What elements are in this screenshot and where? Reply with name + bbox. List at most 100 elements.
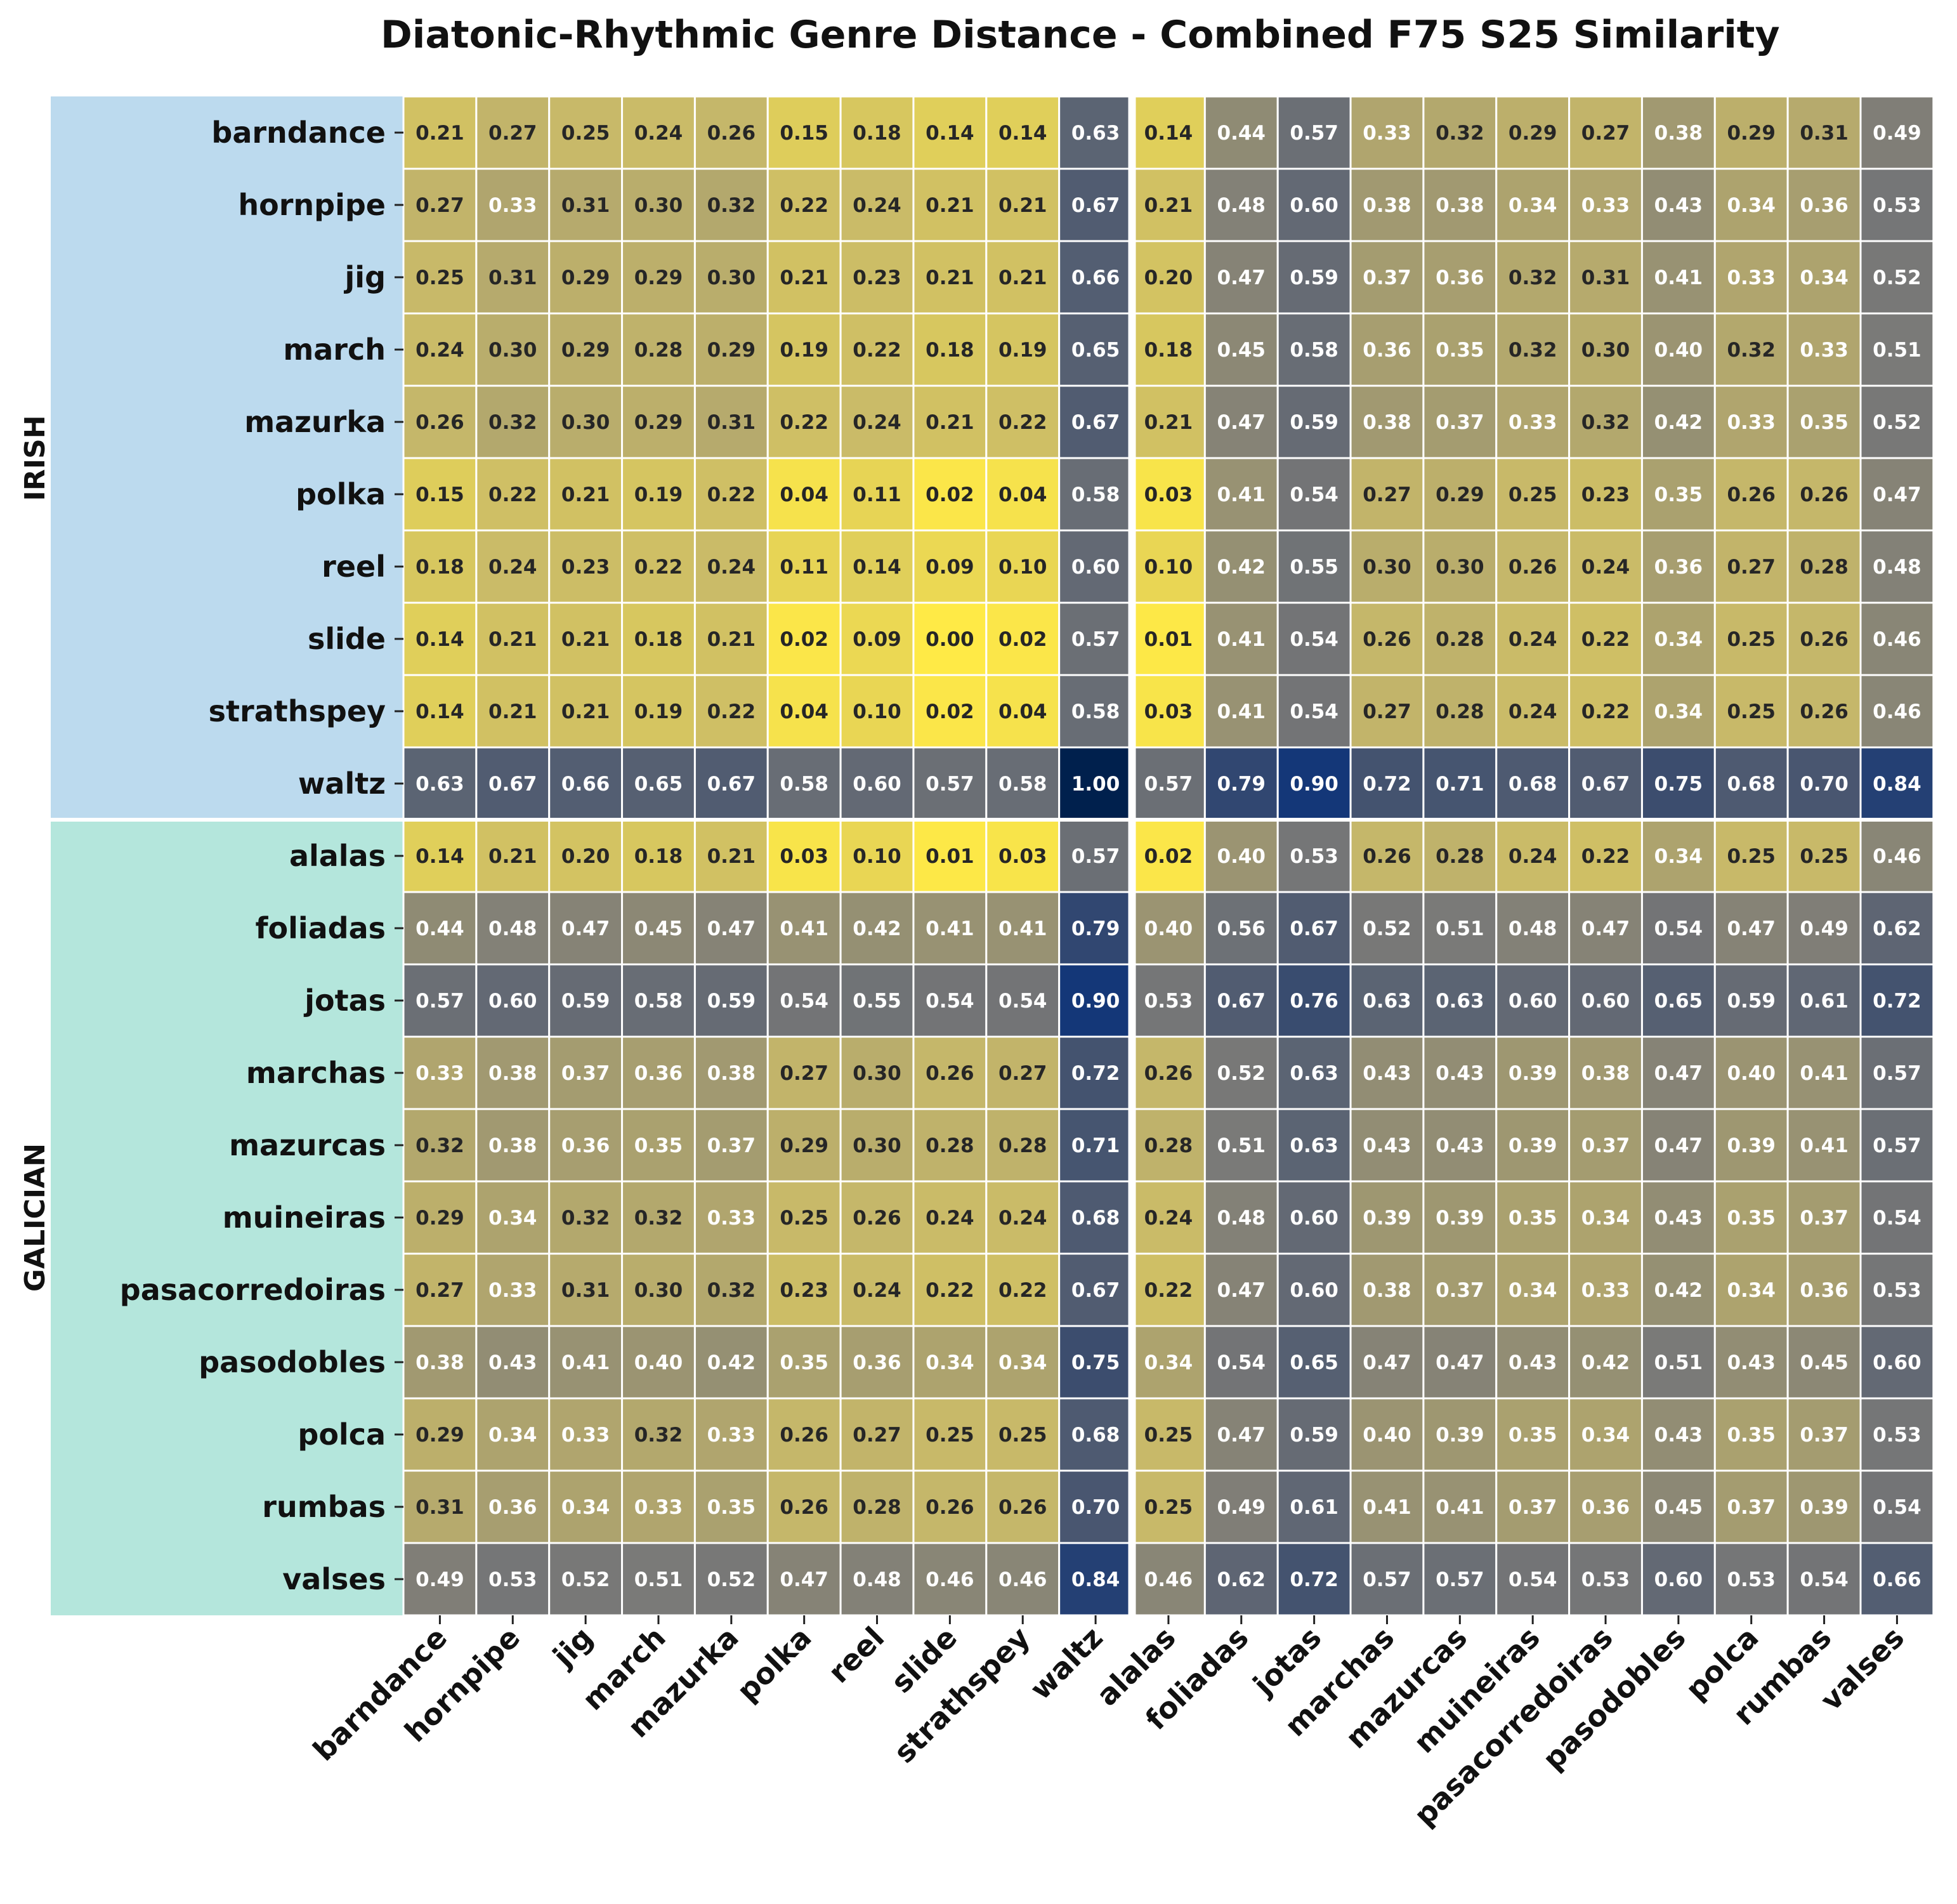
cell-value-label: 0.53 [1873, 1279, 1921, 1302]
cell-value-label: 0.67 [488, 773, 537, 796]
cell-value-label: 0.53 [1290, 845, 1338, 868]
heatmap-cell [621, 240, 696, 315]
cell-value-label: 0.26 [1800, 700, 1849, 723]
heatmap-cell [548, 457, 624, 532]
heatmap-cell [1859, 601, 1935, 676]
heatmap-cell [1276, 1035, 1352, 1110]
cell-value-label: 0.39 [1509, 1134, 1557, 1157]
heatmap-cell [1859, 1035, 1935, 1110]
heatmap-cell [1859, 1397, 1935, 1472]
cell-value-label: 0.63 [1436, 990, 1484, 1013]
cell-value-label: 0.54 [1290, 700, 1338, 723]
y-tick-label: alalas [289, 839, 386, 873]
heatmap-cell [1131, 1469, 1206, 1544]
y-tick-label: jig [344, 260, 386, 294]
cell-value-label: 0.40 [1217, 845, 1266, 868]
heatmap-cell [475, 674, 551, 749]
cell-value-label: 0.14 [416, 700, 464, 723]
heatmap-cell [1568, 891, 1643, 966]
cell-value-label: 0.47 [1363, 1351, 1411, 1374]
cell-value-label: 0.21 [707, 628, 756, 651]
cell-value-label: 0.36 [1800, 194, 1849, 217]
cell-value-label: 0.40 [634, 1351, 683, 1374]
cell-value-label: 0.03 [1144, 700, 1193, 723]
cell-value-label: 0.40 [1727, 1062, 1776, 1085]
heatmap-cell [1786, 384, 1862, 459]
cell-value-label: 0.35 [1727, 1424, 1776, 1447]
cell-value-label: 0.15 [780, 122, 828, 145]
heatmap-cell [402, 601, 478, 676]
heatmap-cell [1568, 963, 1643, 1038]
cell-value-label: 0.34 [488, 1424, 537, 1447]
cell-value-label: 0.30 [1363, 556, 1411, 579]
cell-value-label: 0.02 [926, 700, 974, 723]
heatmap-cell [621, 167, 696, 242]
cell-value-label: 0.21 [926, 411, 974, 434]
heatmap-cell [1422, 1180, 1498, 1255]
heatmap-cell [1859, 384, 1935, 459]
cell-value-label: 0.29 [416, 1207, 464, 1230]
cell-value-label: 0.21 [1144, 411, 1193, 434]
y-tick-label: jotas [303, 983, 386, 1018]
cell-value-label: 0.25 [561, 122, 610, 145]
heatmap-cell [693, 818, 769, 893]
heatmap-cell [1203, 312, 1279, 387]
heatmap-cell [1349, 1035, 1425, 1110]
cell-value-label: 0.26 [1800, 628, 1849, 651]
heatmap-cell [402, 312, 478, 387]
heatmap-cell [1713, 601, 1789, 676]
heatmap-cell [912, 1325, 988, 1400]
heatmap-cell [985, 818, 1061, 893]
heatmap-cell [1859, 312, 1935, 387]
cell-value-label: 0.28 [998, 1134, 1047, 1157]
y-tick-label: march [283, 332, 386, 367]
cell-value-label: 0.68 [1071, 1207, 1120, 1230]
heatmap-cell [1131, 240, 1206, 315]
cell-value-label: 0.18 [634, 845, 683, 868]
cell-value-label: 0.35 [780, 1351, 828, 1374]
cell-value-label: 0.21 [488, 628, 537, 651]
cell-value-label: 0.25 [780, 1207, 828, 1230]
cell-value-label: 0.49 [1217, 1496, 1266, 1519]
heatmap-cell [1495, 818, 1571, 893]
heatmap-cell [1131, 674, 1206, 749]
cell-value-label: 0.57 [926, 773, 974, 796]
heatmap-cell [1349, 529, 1425, 604]
cell-value-label: 0.65 [1071, 339, 1120, 362]
heatmap-cell [1568, 746, 1643, 821]
cell-value-label: 0.67 [707, 773, 756, 796]
cell-value-label: 0.37 [707, 1134, 756, 1157]
cell-value-label: 0.27 [416, 194, 464, 217]
heatmap-cell [766, 1180, 842, 1255]
heatmap-cell [475, 1180, 551, 1255]
heatmap-cell [1786, 746, 1862, 821]
cell-value-label: 0.60 [1290, 1207, 1338, 1230]
cell-value-label: 0.27 [998, 1062, 1047, 1085]
cell-value-label: 0.38 [1436, 194, 1484, 217]
cell-value-label: 0.29 [1727, 122, 1776, 145]
cell-value-label: 0.25 [1144, 1424, 1193, 1447]
y-tick-label: marchas [246, 1056, 386, 1090]
heatmap-cell [985, 384, 1061, 459]
heatmap-cell [1131, 963, 1206, 1038]
group-label-irish: IRISH [19, 415, 51, 501]
heatmap-cell [693, 529, 769, 604]
cell-value-label: 0.75 [1654, 773, 1703, 796]
cell-value-label: 0.19 [634, 483, 683, 506]
cell-value-label: 0.38 [707, 1062, 756, 1085]
cell-value-label: 0.37 [1436, 1279, 1484, 1302]
heatmap-cell [1495, 240, 1571, 315]
cell-value-label: 0.27 [1581, 122, 1630, 145]
cell-value-label: 0.47 [1217, 411, 1266, 434]
cell-value-label: 0.72 [1071, 1062, 1120, 1085]
cell-value-label: 0.25 [1509, 483, 1557, 506]
x-tick-label: reel [821, 1620, 891, 1690]
cell-value-label: 0.33 [1581, 1279, 1630, 1302]
cell-value-label: 0.32 [488, 411, 537, 434]
cell-value-label: 0.28 [1436, 700, 1484, 723]
heatmap-cell [766, 1542, 842, 1617]
cell-value-label: 0.38 [1363, 1279, 1411, 1302]
cell-value-label: 0.33 [707, 1207, 756, 1230]
cell-value-label: 0.19 [998, 339, 1047, 362]
heatmap-cell [1568, 457, 1643, 532]
